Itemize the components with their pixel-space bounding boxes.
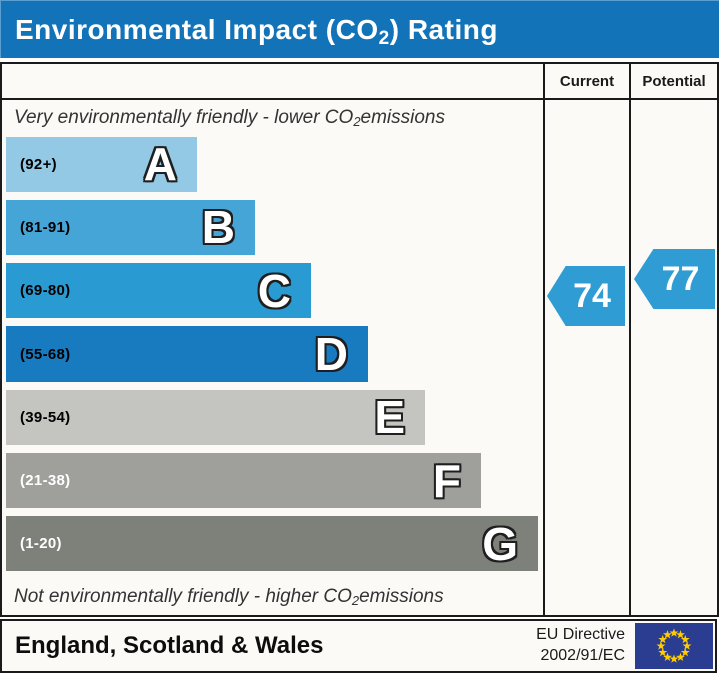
eu-flag-icon xyxy=(635,623,713,669)
potential-rating-value: 77 xyxy=(661,259,700,298)
band-a-range: (92+) xyxy=(20,155,57,173)
band-f: (21-38) F xyxy=(6,452,481,509)
band-a: (92+) A xyxy=(6,136,197,192)
potential-column: 77 xyxy=(629,100,717,615)
top-caption-post: emissions xyxy=(360,107,445,129)
eu-directive-line2: 2002/91/EC xyxy=(540,647,625,664)
band-b-range: (81-91) xyxy=(20,218,71,236)
title-text-post: ) Rating xyxy=(389,13,498,45)
eu-directive-label: EU Directive 2002/91/EC xyxy=(536,625,625,667)
column-header-potential: Potential xyxy=(629,64,717,100)
band-e: (39-54) E xyxy=(6,389,425,445)
potential-rating-arrow: 77 xyxy=(634,249,715,309)
band-g: (1-20) G xyxy=(6,516,538,572)
current-rating-value: 74 xyxy=(573,276,611,315)
current-rating-arrow: 74 xyxy=(547,266,625,326)
bottom-caption-post: emissions xyxy=(359,586,444,608)
band-b-letter: B xyxy=(201,201,235,254)
band-c-letter: C xyxy=(257,264,291,317)
band-d-range: (55-68) xyxy=(20,345,71,363)
band-f-letter: F xyxy=(432,454,461,507)
band-c-range: (69-80) xyxy=(20,282,71,300)
bottom-caption: Not environmentally friendly - higher CO… xyxy=(2,579,543,615)
region-label: England, Scotland & Wales xyxy=(15,632,324,659)
footer-bar: England, Scotland & Wales EU Directive 2… xyxy=(0,619,717,673)
rating-table: Current Potential Very environmentally f… xyxy=(0,62,719,617)
band-e-range: (39-54) xyxy=(20,408,71,426)
title-text-pre: Environmental Impact (CO xyxy=(15,13,379,45)
column-header-current: Current xyxy=(543,64,629,100)
band-a-letter: A xyxy=(143,138,177,191)
top-caption-subscript: 2 xyxy=(353,114,361,130)
bottom-caption-subscript: 2 xyxy=(351,593,360,609)
band-d: (55-68) D xyxy=(6,326,368,382)
band-f-range: (21-38) xyxy=(20,472,71,490)
current-column: 74 xyxy=(543,100,629,615)
band-d-letter: D xyxy=(314,328,348,380)
eu-directive-line1: EU Directive xyxy=(536,626,625,644)
bands-column: Very environmentally friendly - lower CO… xyxy=(2,100,543,615)
top-caption: Very environmentally friendly - lower CO… xyxy=(2,100,543,137)
title-co2-subscript: 2 xyxy=(378,27,390,49)
band-c: (69-80) C xyxy=(6,263,311,319)
page-title: Environmental Impact (CO2) Rating xyxy=(15,13,498,49)
header-spacer xyxy=(2,64,543,100)
top-caption-pre: Very environmentally friendly - lower CO xyxy=(14,107,354,129)
title-bar: Environmental Impact (CO2) Rating xyxy=(0,0,719,58)
bottom-caption-pre: Not environmentally friendly - higher CO xyxy=(14,586,352,608)
band-g-range: (1-20) xyxy=(20,535,62,553)
band-b: (81-91) B xyxy=(6,199,255,256)
band-g-letter: G xyxy=(482,517,518,570)
band-e-letter: E xyxy=(374,391,405,444)
